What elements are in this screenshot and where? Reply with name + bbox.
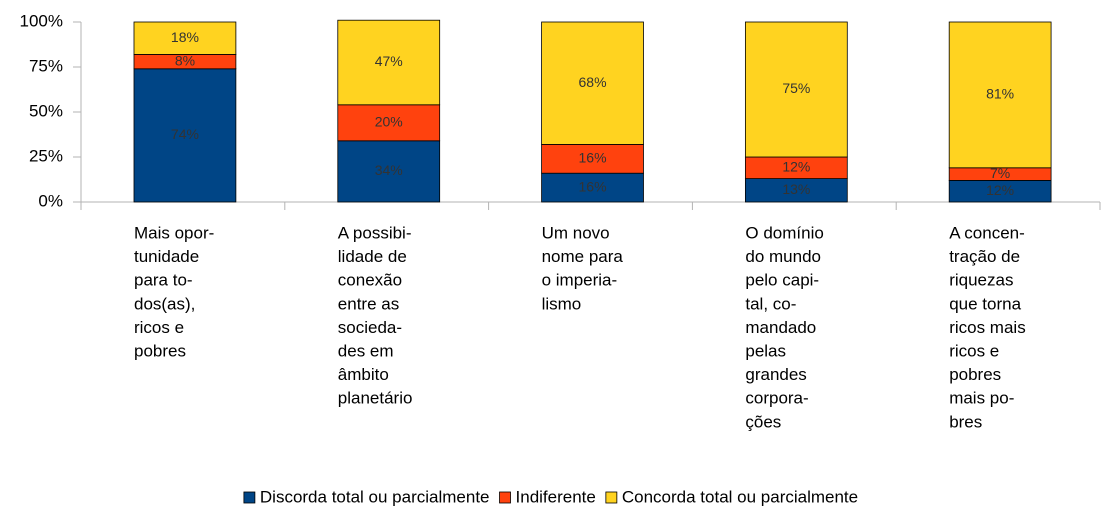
legend-swatch — [499, 491, 511, 504]
x-tick-label: do mundo — [745, 247, 821, 266]
x-tick-label: ricos mais — [949, 318, 1026, 337]
x-tick-label: o imperia- — [542, 271, 618, 290]
x-tick-label: pelas — [745, 341, 786, 360]
x-tick-label: riquezas — [949, 271, 1013, 290]
bar-segment — [337, 140, 441, 203]
x-tick-label: nome para — [542, 247, 624, 266]
x-tick-label: mais po- — [949, 389, 1014, 408]
x-tick-label: ricos e — [949, 341, 999, 360]
bar-segment — [541, 143, 644, 174]
x-tick-label: conexão — [338, 271, 402, 290]
y-tick-label: 100% — [20, 11, 63, 30]
value-label: 34% — [375, 162, 403, 178]
y-tick-label: 50% — [29, 101, 63, 120]
legend-swatch — [243, 491, 256, 504]
x-tick-label: tal, co- — [745, 294, 796, 313]
x-tick-label: pobres — [134, 341, 186, 360]
x-tick-label: corpora- — [745, 389, 808, 408]
x-tick-label: lismo — [542, 294, 582, 313]
y-tick-label: 25% — [29, 146, 63, 165]
x-tick-label: lidade de — [338, 247, 407, 266]
value-label: 68% — [579, 74, 607, 90]
legend-label: Indiferente — [516, 487, 596, 506]
value-label: 16% — [579, 150, 607, 166]
bar-segment — [541, 21, 644, 145]
x-tick-label: âmbito — [338, 365, 389, 384]
x-tick-label: planetário — [338, 389, 413, 408]
value-label: 20% — [375, 114, 403, 130]
x-tick-label: ções — [745, 412, 781, 431]
x-tick-label: tunidade — [134, 247, 199, 266]
value-label: 7% — [990, 165, 1010, 181]
value-label: 81% — [986, 86, 1014, 102]
value-label: 12% — [986, 182, 1014, 198]
x-tick-label: tração de — [949, 247, 1020, 266]
bar-segment — [133, 68, 237, 203]
value-label: 8% — [175, 52, 195, 68]
bar-segment — [541, 172, 644, 203]
y-tick-label: 0% — [38, 191, 63, 210]
x-tick-label: que torna — [949, 294, 1021, 313]
legend-swatch — [605, 491, 618, 504]
x-tick-label: ricos e — [134, 318, 184, 337]
value-label: 12% — [782, 159, 810, 175]
value-label: 47% — [375, 53, 403, 69]
x-tick-label: para to- — [134, 271, 193, 290]
legend-label: Discorda total ou parcialmente — [260, 487, 490, 506]
x-tick-label: mandado — [745, 318, 816, 337]
x-tick-label: grandes — [745, 365, 806, 384]
x-tick-label: A concen- — [949, 223, 1025, 242]
x-tick-label: des em — [338, 341, 394, 360]
bar-segment — [337, 19, 441, 106]
x-tick-label: Mais opor- — [134, 223, 214, 242]
value-label: 16% — [579, 178, 607, 194]
value-label: 18% — [171, 29, 199, 45]
y-tick-label: 75% — [29, 56, 63, 75]
x-tick-label: Um novo — [542, 223, 610, 242]
x-tick-label: pobres — [949, 365, 1001, 384]
x-tick-label: dos(as), — [134, 294, 195, 313]
bar-segment — [337, 104, 441, 142]
x-tick-label: pelo capi- — [745, 271, 819, 290]
bar-segment — [948, 21, 1052, 169]
x-tick-label: socieda- — [338, 318, 402, 337]
legend-label: Concorda total ou parcialmente — [622, 487, 858, 506]
x-tick-label: bres — [949, 412, 982, 431]
bar-segment — [744, 21, 848, 158]
bar-segment — [133, 21, 237, 55]
value-label: 74% — [171, 126, 199, 142]
x-tick-label: O domínio — [745, 223, 823, 242]
value-label: 75% — [782, 80, 810, 96]
value-label: 13% — [782, 181, 810, 197]
x-tick-label: entre as — [338, 294, 399, 313]
x-tick-label: A possibi- — [338, 223, 412, 242]
